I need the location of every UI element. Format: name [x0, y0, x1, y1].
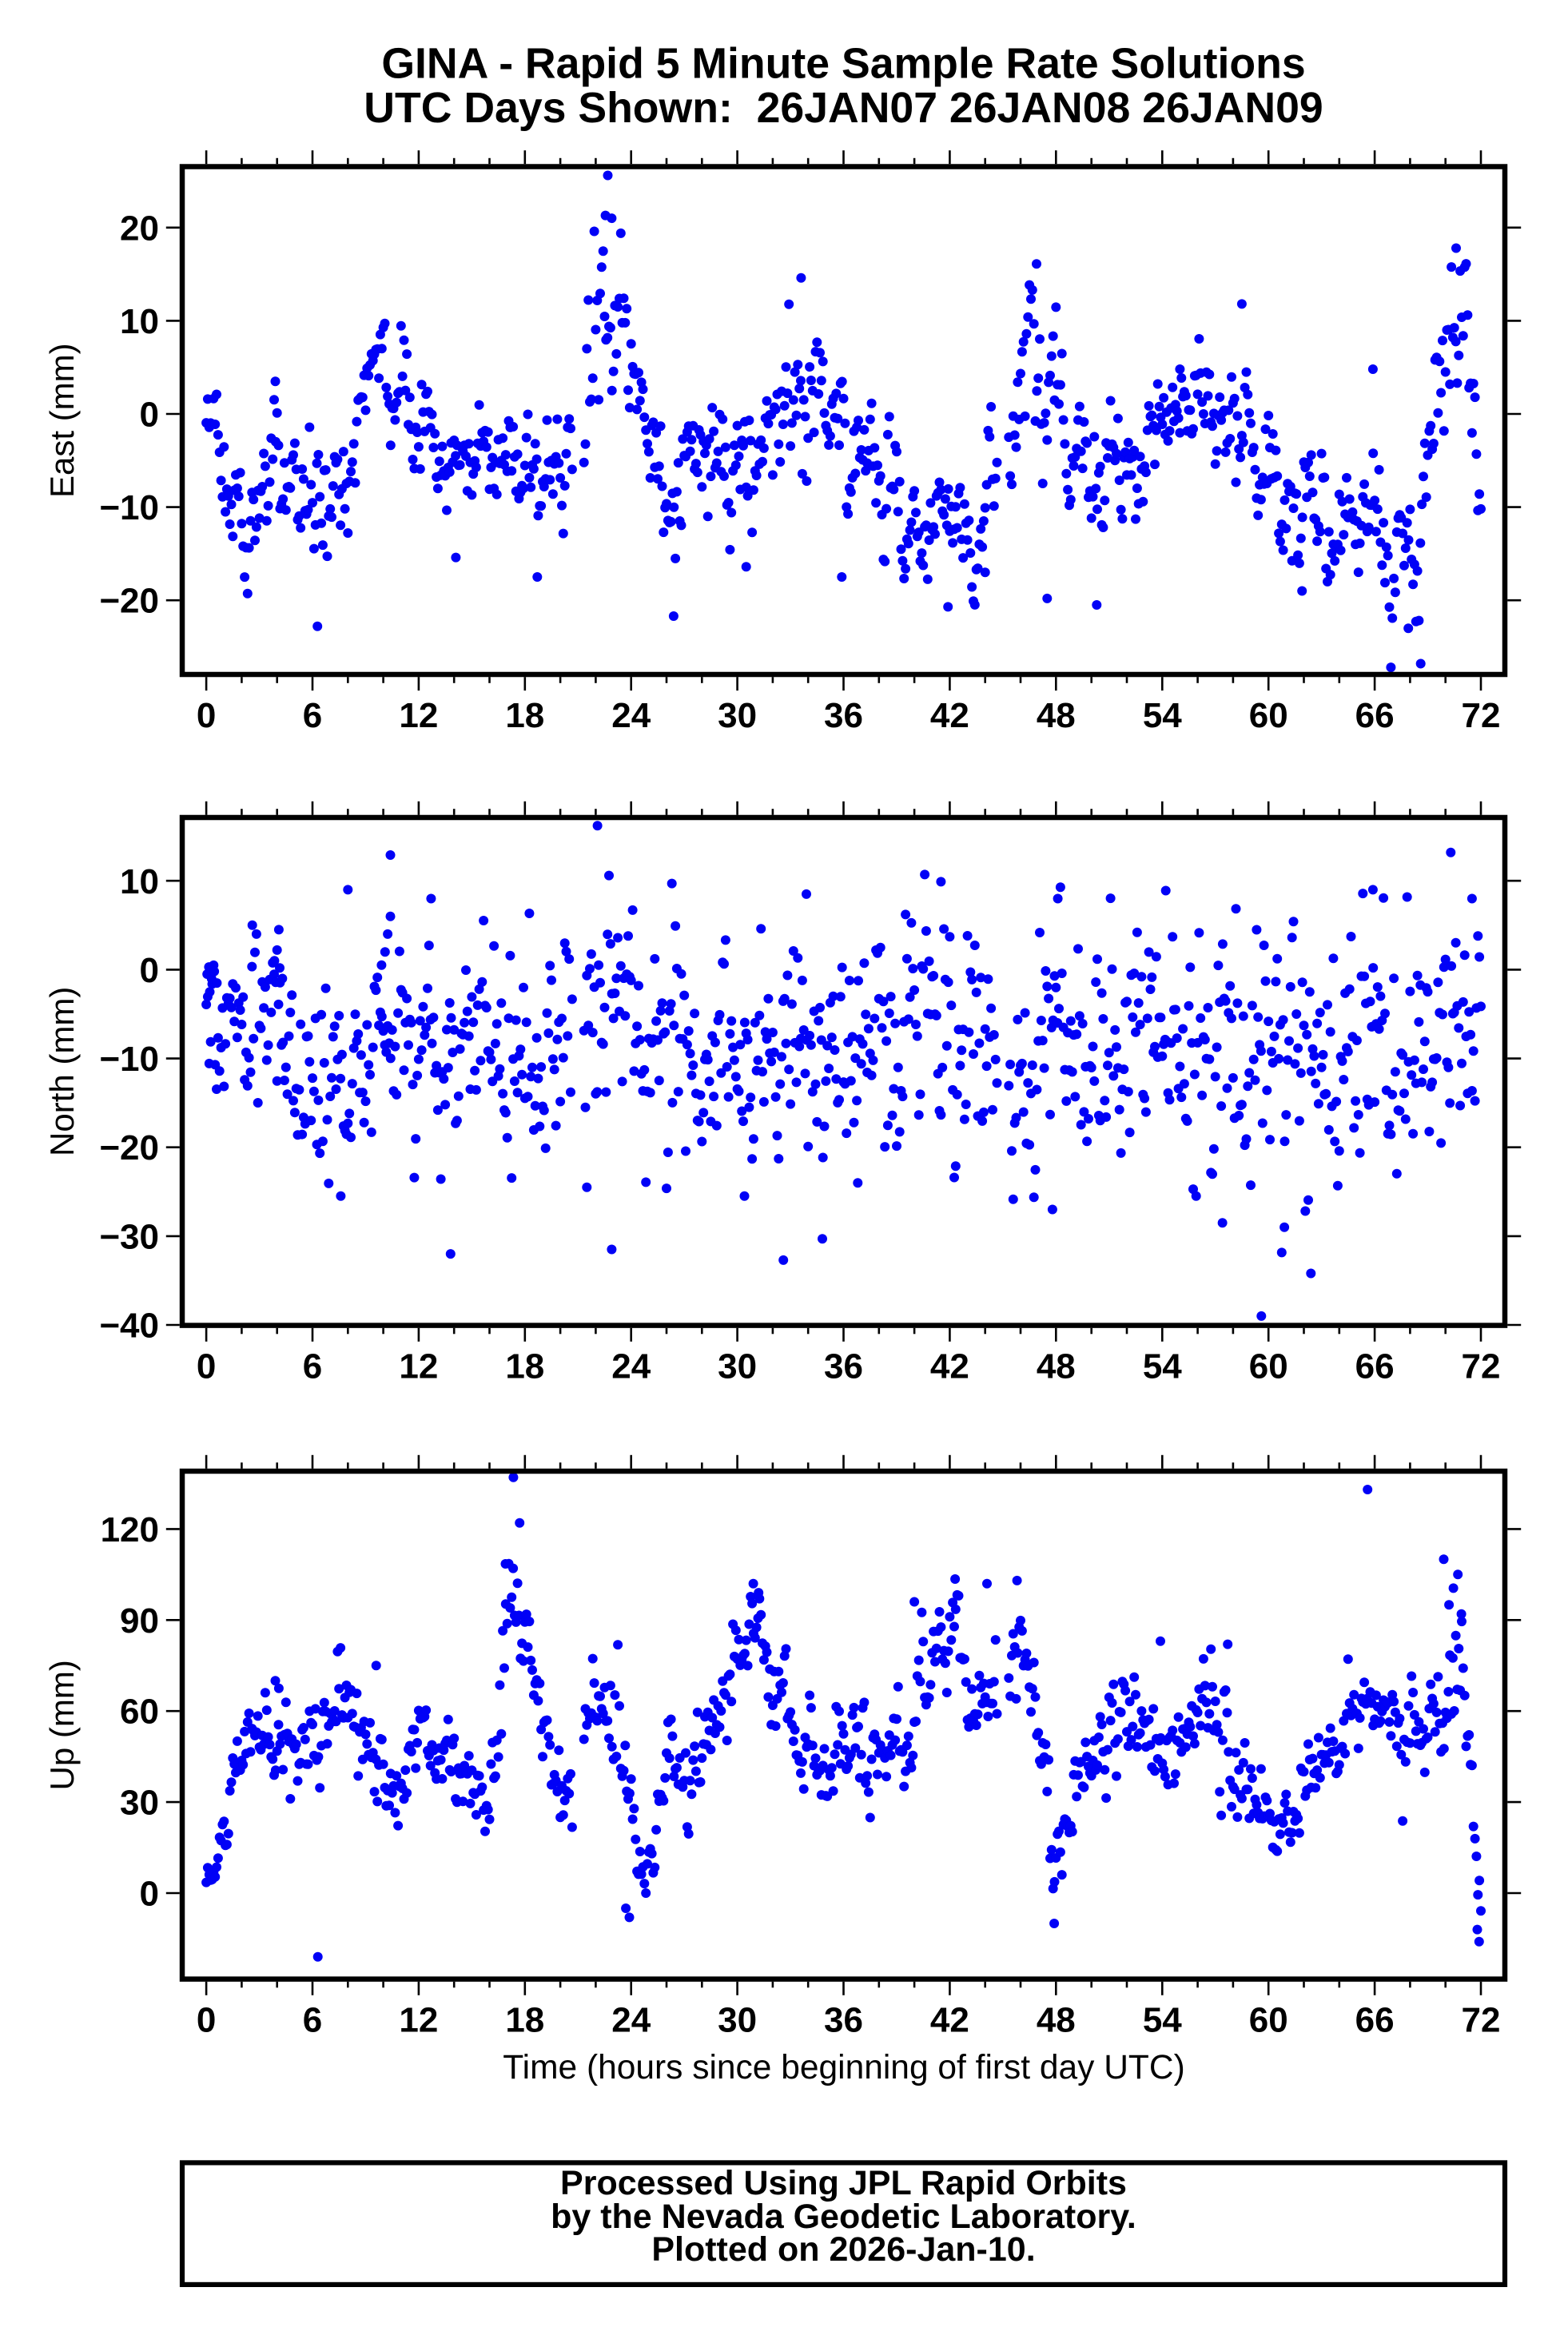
svg-text:−20: −20	[99, 582, 159, 621]
svg-text:48: 48	[1037, 696, 1076, 735]
svg-text:36: 36	[824, 2000, 863, 2039]
svg-text:36: 36	[824, 696, 863, 735]
svg-text:72: 72	[1462, 2000, 1501, 2039]
svg-text:72: 72	[1462, 1347, 1501, 1386]
svg-text:6: 6	[303, 696, 322, 735]
svg-text:42: 42	[930, 696, 969, 735]
svg-text:66: 66	[1355, 2000, 1395, 2039]
svg-text:30: 30	[718, 1347, 757, 1386]
svg-text:90: 90	[120, 1601, 159, 1641]
svg-text:54: 54	[1143, 696, 1182, 735]
svg-text:0: 0	[197, 696, 216, 735]
svg-text:20: 20	[120, 209, 159, 248]
svg-text:East (mm): East (mm)	[43, 343, 81, 498]
svg-text:18: 18	[505, 2000, 544, 2039]
svg-text:−40: −40	[99, 1307, 159, 1346]
svg-text:24: 24	[611, 696, 651, 735]
svg-text:Plotted on 2026-Jan-10.: Plotted on 2026-Jan-10.	[651, 2230, 1035, 2269]
svg-text:66: 66	[1355, 696, 1395, 735]
svg-text:36: 36	[824, 1347, 863, 1386]
svg-text:60: 60	[120, 1693, 159, 1732]
svg-text:72: 72	[1462, 696, 1501, 735]
svg-text:24: 24	[611, 1347, 651, 1386]
svg-text:42: 42	[930, 1347, 969, 1386]
svg-text:54: 54	[1143, 1347, 1182, 1386]
svg-text:0: 0	[140, 396, 159, 435]
svg-text:48: 48	[1037, 2000, 1076, 2039]
svg-text:60: 60	[1249, 696, 1288, 735]
svg-text:120: 120	[101, 1510, 159, 1549]
svg-text:30: 30	[718, 696, 757, 735]
svg-text:42: 42	[930, 2000, 969, 2039]
svg-text:24: 24	[611, 2000, 651, 2039]
svg-text:18: 18	[505, 1347, 544, 1386]
svg-text:6: 6	[303, 2000, 322, 2039]
svg-text:0: 0	[197, 1347, 216, 1386]
svg-text:18: 18	[505, 696, 544, 735]
svg-text:54: 54	[1143, 2000, 1182, 2039]
svg-text:6: 6	[303, 1347, 322, 1386]
svg-text:10: 10	[120, 302, 159, 341]
svg-text:48: 48	[1037, 1347, 1076, 1386]
svg-text:0: 0	[140, 1875, 159, 1914]
svg-text:12: 12	[399, 2000, 438, 2039]
svg-text:66: 66	[1355, 1347, 1395, 1386]
svg-text:North (mm): North (mm)	[43, 987, 81, 1156]
svg-text:0: 0	[197, 2000, 216, 2039]
svg-text:30: 30	[718, 2000, 757, 2039]
svg-text:GINA - Rapid 5 Minute Sample R: GINA - Rapid 5 Minute Sample Rate Soluti…	[381, 40, 1305, 88]
svg-text:10: 10	[120, 862, 159, 901]
svg-text:Processed Using JPL Rapid Orbi: Processed Using JPL Rapid Orbits	[560, 2164, 1127, 2202]
svg-text:60: 60	[1249, 2000, 1288, 2039]
svg-text:60: 60	[1249, 1347, 1288, 1386]
svg-text:30: 30	[120, 1784, 159, 1823]
svg-text:Time (hours since beginning of: Time (hours since beginning of first day…	[503, 2049, 1184, 2086]
svg-text:12: 12	[399, 1347, 438, 1386]
svg-text:by the Nevada Geodetic Laborat: by the Nevada Geodetic Laboratory.	[551, 2198, 1136, 2236]
svg-text:12: 12	[399, 696, 438, 735]
svg-text:−20: −20	[99, 1128, 159, 1168]
svg-text:UTC Days Shown: 26JAN07 26JAN: UTC Days Shown: 26JAN07 26JAN08 26JAN09	[364, 84, 1323, 132]
svg-text:−10: −10	[99, 488, 159, 527]
svg-text:Up (mm): Up (mm)	[43, 1660, 81, 1790]
svg-text:−30: −30	[99, 1217, 159, 1256]
svg-text:−10: −10	[99, 1040, 159, 1079]
svg-text:0: 0	[140, 951, 159, 990]
